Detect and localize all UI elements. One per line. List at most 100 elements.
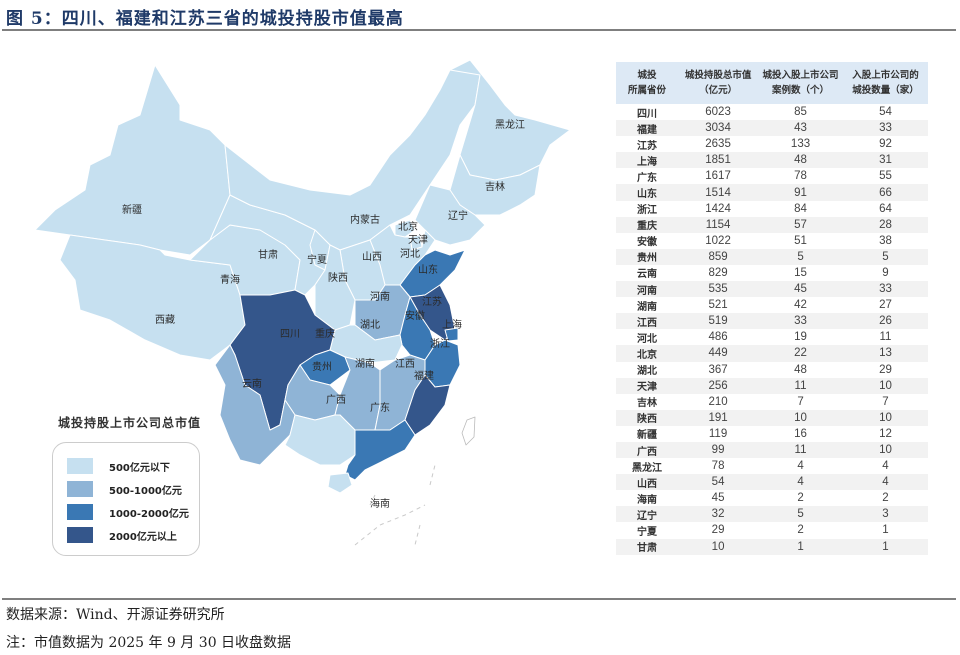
cell-province: 湖南 xyxy=(637,301,658,313)
cell-value: 15 xyxy=(794,266,807,279)
cell-value: 78 xyxy=(711,460,725,473)
cell-value: 4 xyxy=(758,474,843,491)
label-beijing: 北京 xyxy=(398,220,418,233)
region-liaoning xyxy=(414,184,486,246)
cell-province: 甘肃 xyxy=(616,538,679,555)
cell-value: 29 xyxy=(711,524,725,537)
label-heilongjiang: 黑龙江 xyxy=(495,118,525,131)
label-sichuan: 四川 xyxy=(280,329,300,340)
cell-value: 91 xyxy=(758,184,843,201)
cell-value: 1851 xyxy=(678,152,759,169)
label-jilin: 吉林 xyxy=(485,180,505,193)
table-row: 安徽 1022 51 38 xyxy=(616,233,928,249)
header-label: 城投入股上市公司 案例数（个） xyxy=(762,70,839,96)
cell-value: 519 xyxy=(678,313,759,330)
label-hunan: 湖南 xyxy=(355,357,375,370)
cell-value: 19 xyxy=(794,331,807,344)
table-row: 广西 99 11 10 xyxy=(616,441,928,459)
table-body: 四川 6023 85 54 福建 3034 43 33 江苏 2635 133 92 上海 1851 48 3… xyxy=(616,104,928,555)
cell-value: 42 xyxy=(794,299,807,312)
table-row: 天津 256 11 10 xyxy=(616,377,928,394)
cell-province: 山西 xyxy=(616,474,679,491)
cell-value: 38 xyxy=(879,234,892,247)
table-row: 陕西 191 10 10 xyxy=(616,409,928,426)
cell-value: 45 xyxy=(711,492,725,505)
cell-province: 天津 xyxy=(616,377,679,394)
cell-value: 43 xyxy=(758,120,843,137)
cell-province: 湖北 xyxy=(637,366,658,378)
cell-value: 12 xyxy=(879,427,892,440)
region-anhui xyxy=(399,296,436,361)
cell-value: 28 xyxy=(843,216,928,233)
cell-value: 1424 xyxy=(705,202,731,215)
cell-value: 33 xyxy=(843,281,928,298)
cell-value: 1 xyxy=(882,524,889,537)
table-row: 海南 45 2 2 xyxy=(616,490,928,506)
table-row: 贵州 859 5 5 xyxy=(616,248,928,265)
cell-province: 云南 xyxy=(637,269,658,281)
table-row: 福建 3034 43 33 xyxy=(616,120,928,137)
cell-province: 浙江 xyxy=(637,205,658,217)
cell-value: 26 xyxy=(843,313,928,330)
label-yunnan: 云南 xyxy=(242,377,262,390)
legend-label: 1000-2000亿元 xyxy=(109,508,189,520)
table-row: 上海 1851 48 31 xyxy=(616,152,928,169)
cell-province: 上海 xyxy=(616,152,679,169)
cell-value: 133 xyxy=(790,138,811,151)
legend-item-500-1000: 500-1000亿元 xyxy=(67,480,182,498)
label-henan: 河南 xyxy=(370,290,390,303)
label-hubei: 湖北 xyxy=(360,319,380,331)
table-row: 云南 829 15 9 xyxy=(616,265,928,281)
cell-value: 10 xyxy=(843,377,928,394)
cell-value: 54 xyxy=(879,106,892,119)
cell-value: 2 xyxy=(882,492,889,505)
header-case-count: 城投入股上市公司 案例数（个） xyxy=(758,62,843,104)
label-zhejiang: 浙江 xyxy=(430,338,450,350)
cell-value: 1617 xyxy=(705,170,731,183)
table-row: 河南 535 45 33 xyxy=(616,281,928,298)
legend-swatch xyxy=(67,481,93,497)
label-xizang: 西藏 xyxy=(155,314,175,326)
legend-item-above-2000: 2000亿元以上 xyxy=(67,526,177,544)
label-ningxia: 宁夏 xyxy=(307,253,327,266)
table-row: 江苏 2635 133 92 xyxy=(616,136,928,152)
region-hainan xyxy=(327,472,353,494)
legend-item-1000-2000: 1000-2000亿元 xyxy=(67,503,189,521)
header-label: 入股上市公司的 城投数量（家） xyxy=(852,70,919,96)
cell-value: 367 xyxy=(708,363,728,376)
cell-value: 54 xyxy=(678,474,759,491)
header-label: 城投持股总市值 （亿元） xyxy=(684,70,752,96)
cell-value: 16 xyxy=(794,427,807,440)
cell-value: 4 xyxy=(797,460,804,473)
table-row: 甘肃 10 1 1 xyxy=(616,538,928,555)
cell-province: 河北 xyxy=(637,333,658,345)
cell-province: 安徽 xyxy=(637,237,658,249)
cell-value: 22 xyxy=(758,345,843,362)
cell-value: 486 xyxy=(708,331,728,344)
cell-value: 48 xyxy=(794,363,807,376)
cell-value: 2 xyxy=(797,492,804,505)
south-sea-boundary xyxy=(354,464,436,546)
cell-value: 6023 xyxy=(705,106,731,119)
cell-value: 10 xyxy=(843,441,928,459)
cell-province: 北京 xyxy=(616,345,679,362)
table-row: 山西 54 4 4 xyxy=(616,474,928,491)
label-gansu: 甘肃 xyxy=(258,248,278,261)
figure-title: 图 5：四川、福建和江苏三省的城投持股市值最高 xyxy=(6,9,404,29)
data-source: 数据来源：Wind、开源证券研究所 xyxy=(6,607,225,623)
legend-swatch xyxy=(67,527,93,543)
legend-swatch xyxy=(67,458,93,474)
table-row: 湖南 521 42 27 xyxy=(616,297,928,313)
cell-value: 27 xyxy=(879,299,892,312)
cell-value: 7 xyxy=(882,395,889,408)
cell-value: 1514 xyxy=(678,184,759,201)
cell-value: 57 xyxy=(758,216,843,233)
cell-province: 福建 xyxy=(616,120,679,137)
cell-value: 5 xyxy=(843,248,928,265)
cell-value: 4 xyxy=(882,460,889,473)
cell-value: 78 xyxy=(794,170,807,183)
label-shanghai: 上海 xyxy=(442,318,462,331)
cell-value: 64 xyxy=(879,202,892,215)
cell-value: 4 xyxy=(843,474,928,491)
cell-province: 辽宁 xyxy=(616,506,679,523)
